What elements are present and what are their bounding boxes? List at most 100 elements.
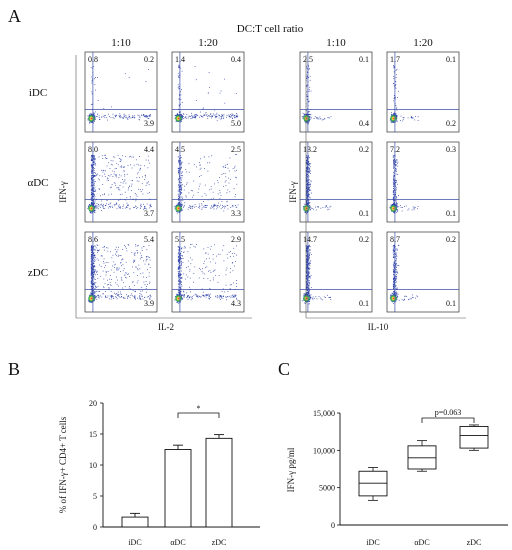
event-dot — [304, 120, 305, 122]
event-dot — [96, 290, 98, 292]
event-dot — [93, 252, 95, 253]
event-dot — [114, 115, 116, 116]
quadrant-value-upper-right: 0.1 — [446, 55, 456, 64]
event-dot — [309, 170, 311, 171]
event-dot — [304, 203, 305, 205]
event-dot — [308, 89, 310, 90]
event-dot — [148, 69, 149, 70]
event-dot — [395, 197, 397, 199]
event-dot — [396, 159, 398, 161]
event-dot — [115, 293, 116, 295]
event-dot — [308, 186, 310, 188]
event-dot — [97, 173, 98, 175]
event-dot — [199, 164, 201, 166]
event-dot — [93, 164, 95, 166]
event-dot — [180, 188, 181, 190]
event-dot — [324, 118, 326, 120]
event-dot — [94, 161, 96, 163]
event-dot — [306, 175, 307, 177]
event-dot — [139, 116, 141, 118]
quadrant-value-lower-right: 3.9 — [144, 299, 154, 308]
event-dot — [129, 297, 131, 299]
event-dot — [94, 297, 95, 298]
event-dot — [93, 265, 94, 267]
event-dot — [94, 205, 96, 207]
event-dot — [209, 162, 211, 164]
event-dot — [201, 209, 203, 210]
event-dot — [117, 256, 119, 257]
event-dot — [394, 113, 395, 114]
event-dot — [398, 90, 399, 92]
event-dot — [204, 113, 206, 115]
quadrant-value-upper-left: 7.2 — [390, 145, 400, 154]
event-dot — [306, 183, 307, 185]
event-dot — [178, 108, 180, 110]
event-dot — [98, 297, 100, 299]
event-dot — [230, 114, 231, 115]
event-dot — [330, 116, 332, 118]
event-dot — [217, 205, 219, 206]
event-dot — [135, 244, 137, 245]
event-dot — [129, 117, 131, 119]
event-dot — [92, 286, 93, 287]
event-dot — [91, 159, 93, 161]
event-dot — [102, 205, 104, 207]
event-dot — [94, 270, 96, 272]
event-dot — [126, 247, 127, 249]
event-dot — [99, 179, 100, 181]
event-dot — [93, 276, 95, 277]
event-dot — [119, 116, 121, 117]
event-dot — [393, 155, 395, 157]
event-dot — [92, 283, 93, 285]
event-dot — [175, 115, 177, 116]
event-dots — [174, 154, 239, 214]
quadrant-value-upper-right: 2.5 — [231, 145, 241, 154]
event-dot — [306, 203, 307, 205]
event-dot — [96, 174, 98, 176]
event-dot — [134, 207, 135, 208]
event-dot — [91, 263, 93, 265]
event-dot — [216, 119, 218, 121]
event-dot — [208, 115, 210, 116]
event-dot — [110, 202, 111, 204]
event-dot — [107, 119, 108, 121]
event-dot — [149, 114, 151, 116]
event-dot — [178, 167, 180, 169]
event-dot — [393, 100, 394, 102]
event-dot — [185, 169, 187, 170]
event-dot — [145, 185, 147, 186]
event-dot — [113, 261, 115, 263]
quadrant-value-upper-right: 0.2 — [144, 55, 154, 64]
event-dot — [117, 291, 119, 293]
event-dot — [178, 65, 180, 67]
event-dot — [202, 116, 204, 118]
event-dot — [91, 165, 93, 166]
event-dot — [140, 298, 141, 299]
event-dot — [195, 79, 197, 81]
event-dot — [324, 118, 326, 119]
event-dot — [201, 207, 203, 209]
event-dot — [117, 268, 119, 270]
event-dot — [213, 203, 215, 205]
event-dot — [133, 156, 134, 158]
event-dot — [317, 206, 319, 208]
event-dot — [91, 190, 92, 192]
event-dot — [211, 117, 212, 119]
event-dot — [146, 259, 148, 261]
event-dot — [308, 175, 310, 177]
event-dot — [90, 256, 92, 257]
event-dot — [91, 154, 93, 156]
event-dot — [115, 253, 116, 255]
event-dot — [107, 295, 109, 297]
event-dot — [144, 206, 145, 208]
event-dot — [178, 170, 180, 172]
event-dot — [132, 290, 134, 291]
event-dot — [237, 204, 239, 206]
event-dot — [403, 117, 405, 119]
event-dot — [110, 296, 112, 297]
event-dot — [93, 161, 94, 163]
event-dot — [186, 171, 188, 173]
event-dot — [93, 201, 94, 203]
event-dot — [120, 291, 121, 293]
event-dot — [121, 259, 122, 261]
